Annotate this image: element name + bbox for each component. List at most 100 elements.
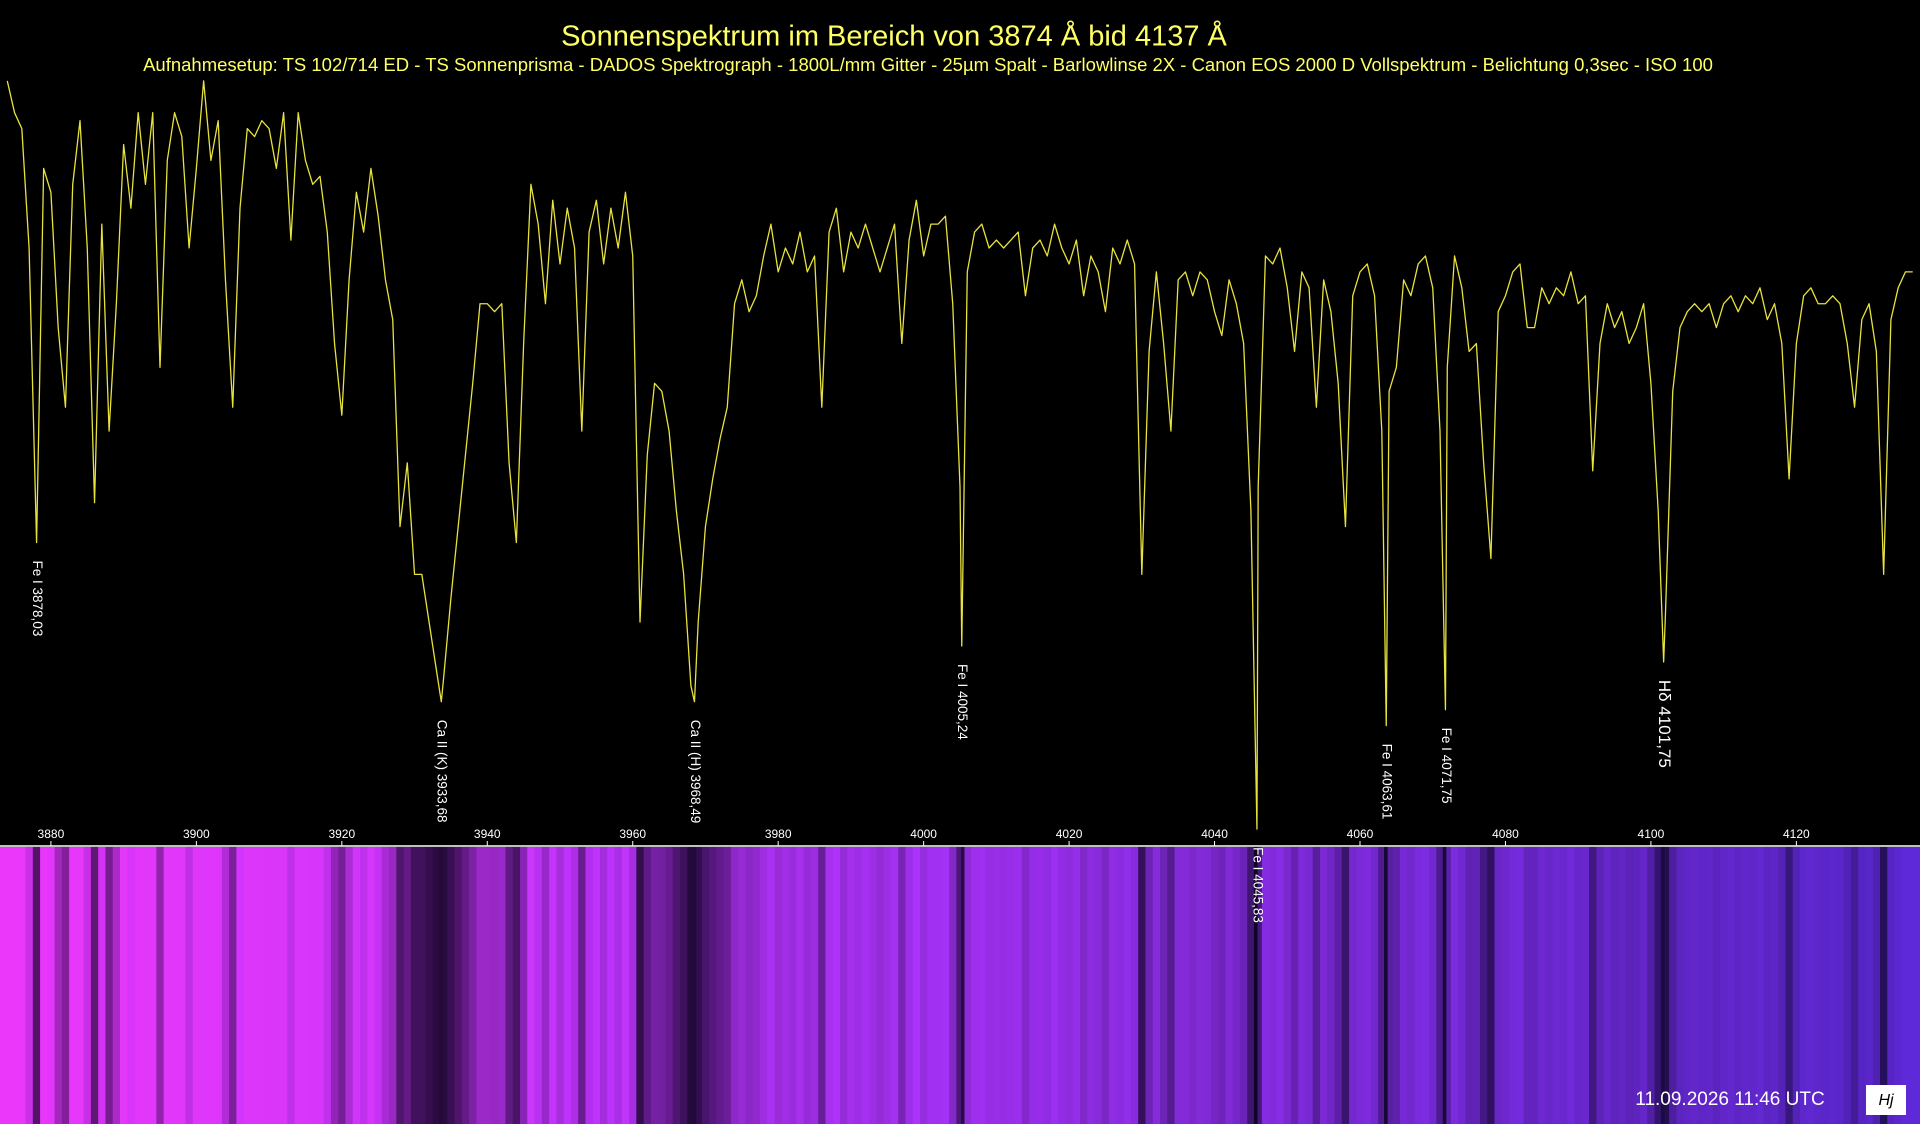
spectrum-band xyxy=(40,847,48,1124)
timestamp: 11.09.2026 11:46 UTC xyxy=(1635,1089,1824,1110)
spectrum-band xyxy=(992,847,1001,1124)
spectrum-band xyxy=(1392,847,1401,1124)
spectrum-band xyxy=(1189,847,1197,1124)
spectrum-band xyxy=(221,847,230,1124)
spectrum-band xyxy=(985,847,994,1124)
spectrum-band xyxy=(941,847,950,1124)
spectrum-band xyxy=(83,847,92,1124)
spectrum-band xyxy=(1257,847,1263,1124)
spectrum-band xyxy=(1080,847,1088,1124)
spectrum-band xyxy=(692,847,697,1124)
spectrum-band xyxy=(636,847,645,1124)
spectrum-band xyxy=(498,847,507,1124)
spectrum-band xyxy=(563,847,572,1124)
spectrum-band xyxy=(1356,847,1365,1124)
spectrum-band xyxy=(1880,847,1888,1124)
spectrum-band xyxy=(1087,847,1096,1124)
spectrum-band xyxy=(1458,847,1467,1124)
spectrum-band xyxy=(10,847,19,1124)
spectrum-band xyxy=(949,847,957,1124)
spectrum-band xyxy=(578,847,587,1124)
spectrum-band xyxy=(1465,847,1474,1124)
x-tick-label: 3900 xyxy=(183,827,210,841)
spectrum-band xyxy=(781,847,790,1124)
spectrum-band xyxy=(1327,847,1336,1124)
spectrum-line xyxy=(6,80,1913,830)
spectrum-band xyxy=(1664,847,1670,1124)
spectrum-band xyxy=(541,847,550,1124)
spectrum-band xyxy=(760,847,768,1124)
spectrum-band xyxy=(432,847,440,1124)
spectrum-band xyxy=(1442,847,1447,1124)
spectrum-band xyxy=(1269,847,1277,1124)
spectrum-band xyxy=(469,847,477,1124)
spectrum-band xyxy=(156,847,165,1124)
spectrum-band xyxy=(1800,847,1808,1124)
spectrum-band xyxy=(1320,847,1328,1124)
spectrum-band xyxy=(61,847,70,1124)
spectrum-band xyxy=(1138,847,1147,1124)
spectrum-band xyxy=(600,847,608,1124)
spectrum-band xyxy=(898,847,907,1124)
spectrum-band xyxy=(418,847,427,1124)
spectrum-band xyxy=(847,847,856,1124)
spectrum-band xyxy=(680,847,688,1124)
spectrum-band xyxy=(442,847,448,1124)
spectrum-band xyxy=(250,847,259,1124)
spectrum-band xyxy=(570,847,579,1124)
spectrum-band xyxy=(709,847,717,1124)
spectrum-band xyxy=(505,847,514,1124)
spectrum-band xyxy=(438,847,444,1124)
spectrum-band xyxy=(323,847,332,1124)
x-tick-label: 4100 xyxy=(1638,827,1665,841)
spectrum-band xyxy=(956,847,962,1124)
spectrum-band xyxy=(1218,847,1227,1124)
spectrum-band xyxy=(934,847,943,1124)
spectrum-band xyxy=(374,847,383,1124)
spectrum-band xyxy=(1785,847,1794,1124)
spectrum-band xyxy=(1778,847,1787,1124)
spectrum-band xyxy=(1094,847,1103,1124)
spectrum-band xyxy=(1487,847,1496,1124)
spectrum-band xyxy=(745,847,754,1124)
spectrum-band xyxy=(1029,847,1037,1124)
spectrum-band xyxy=(1530,847,1539,1124)
spectrum-band xyxy=(1014,847,1023,1124)
spectrum-band xyxy=(696,847,703,1124)
spectrum-band xyxy=(170,847,179,1124)
spectrum-band xyxy=(258,847,267,1124)
logo: Hj xyxy=(1878,1092,1894,1109)
spectrum-band xyxy=(527,847,536,1124)
spectrum-band xyxy=(112,847,121,1124)
spectrum-band xyxy=(280,847,288,1124)
spectrum-band xyxy=(512,847,521,1124)
spectrum-band xyxy=(425,847,434,1124)
spectrum-band xyxy=(1589,847,1597,1124)
spectrum-band xyxy=(1276,847,1285,1124)
spectrum-band xyxy=(643,847,652,1124)
spectrum-strip xyxy=(0,847,1920,1124)
spectrum-band xyxy=(1290,847,1299,1124)
spectrum-band xyxy=(316,847,325,1124)
spectrum-band xyxy=(207,847,216,1124)
spectrum-band xyxy=(1240,847,1248,1124)
spectrum-band xyxy=(840,847,848,1124)
spectrum-band xyxy=(330,847,339,1124)
spectrum-band xyxy=(1734,847,1743,1124)
spectrum-band xyxy=(1196,847,1205,1124)
spectrum-band xyxy=(585,847,594,1124)
spectrum-band xyxy=(876,847,885,1124)
chart-subtitle: Aufnahmesetup: TS 102/714 ED - TS Sonnen… xyxy=(143,54,1713,75)
x-tick-label: 3960 xyxy=(619,827,646,841)
spectrum-band xyxy=(410,847,419,1124)
spectrum-band xyxy=(1603,847,1612,1124)
spectrum-band xyxy=(309,847,317,1124)
spectrum-band xyxy=(389,847,397,1124)
x-tick-label: 3980 xyxy=(765,827,792,841)
spectrum-band xyxy=(1116,847,1125,1124)
spectrum-band xyxy=(490,847,499,1124)
spectrum-band xyxy=(1145,847,1154,1124)
spectrum-band xyxy=(1567,847,1576,1124)
spectrum-band xyxy=(927,847,936,1124)
